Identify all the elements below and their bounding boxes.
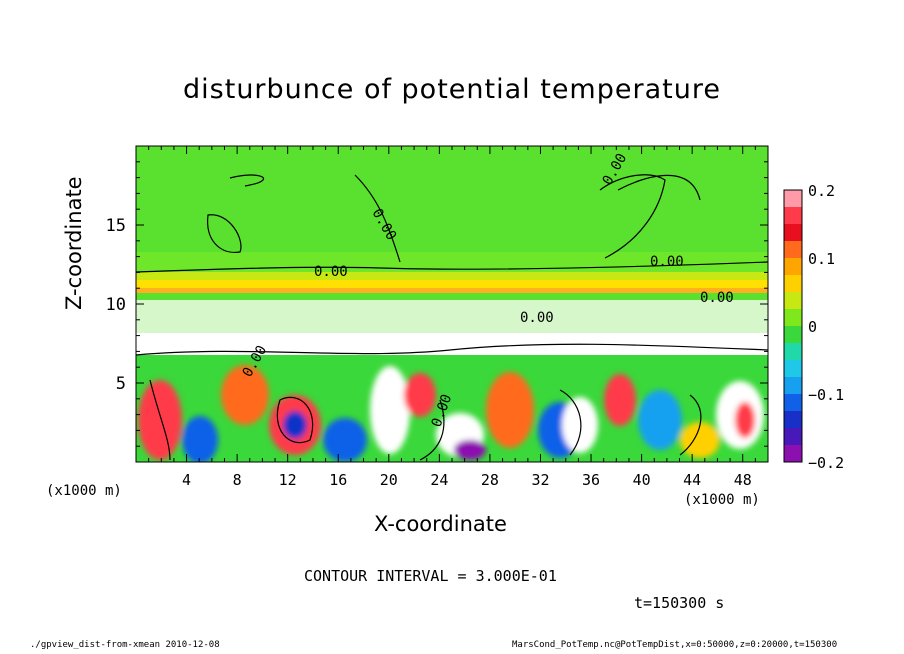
x-tick-label: 8 <box>233 471 242 489</box>
x-axis: 4 8 12 16 20 24 28 32 36 40 44 48 <box>148 146 756 489</box>
colorbar-swatch <box>784 309 802 327</box>
x-tick-label: 36 <box>582 471 600 489</box>
contour-label: 0.00 <box>650 254 684 270</box>
x-tick-label: 16 <box>329 471 347 489</box>
x-tick-label: 48 <box>734 471 752 489</box>
colorbar-swatch <box>784 292 802 310</box>
colorbar-swatch <box>784 377 802 395</box>
chart-title: disturbunce of potential temperature <box>183 74 721 105</box>
field-yellow-band-1 <box>136 272 768 280</box>
colorbar-swatch <box>784 428 802 446</box>
colorbar-swatch <box>784 258 802 276</box>
colorbar-frame <box>783 189 803 463</box>
colorbar: 0.2 0.1 0 −0.1 −0.2 <box>783 182 844 472</box>
colorbar-swatch <box>784 360 802 378</box>
colorbar-swatch <box>784 326 802 344</box>
colorbar-tick-label: −0.1 <box>808 386 844 404</box>
contour-label: 0.00 <box>700 290 734 306</box>
colorbar-swatch <box>784 275 802 293</box>
x-tick-label: 20 <box>380 471 398 489</box>
x-axis-label: X-coordinate <box>374 512 507 536</box>
colorbar-tick-label: −0.2 <box>808 454 844 472</box>
colorbar-swatch <box>784 411 802 429</box>
y-tick-label: 10 <box>106 295 126 315</box>
y-tick-label: 15 <box>106 216 126 236</box>
convective-blobs <box>138 365 764 462</box>
contour-label: 0.00 <box>314 264 348 280</box>
colorbar-tick-label: 0 <box>808 318 817 336</box>
colorbar-swatch <box>784 224 802 242</box>
x-tick-label: 40 <box>633 471 651 489</box>
x-tick-label: 32 <box>531 471 549 489</box>
x-unit-left: (x1000 m) <box>46 483 122 499</box>
colorbar-swatch <box>784 241 802 259</box>
colorbar-swatch <box>784 343 802 361</box>
time-text: t=150300 s <box>634 594 725 612</box>
x-tick-label: 4 <box>182 471 191 489</box>
y-axis: 5 10 15 <box>106 161 768 447</box>
contour-interval-text: CONTOUR INTERVAL = 3.000E-01 <box>304 567 557 585</box>
field-upper-green <box>136 146 768 268</box>
heatmap-field <box>136 146 768 462</box>
field-yellow-band-2 <box>136 280 768 288</box>
contour-lines <box>136 174 768 461</box>
colorbar-tick-label: 0.1 <box>808 250 835 268</box>
colorbar-swatch <box>784 394 802 412</box>
colorbar-tick-label: 0.2 <box>808 182 835 200</box>
colorbar-swatch <box>784 190 802 208</box>
colorbar-swatch <box>784 207 802 225</box>
contour-label: 0.00 <box>520 310 554 326</box>
x-tick-label: 28 <box>481 471 499 489</box>
x-tick-label: 44 <box>683 471 701 489</box>
x-tick-label: 12 <box>279 471 297 489</box>
footer-right: MarsCond_PotTemp.nc@PotTempDist,x=0:5000… <box>512 640 838 650</box>
x-tick-label: 24 <box>430 471 448 489</box>
x-unit-right: (x1000 m) <box>684 492 760 508</box>
colorbar-swatch <box>784 445 802 463</box>
y-tick-label: 5 <box>116 374 126 394</box>
footer-left: ./gpview_dist-from-xmean 2010-12-08 <box>30 640 220 650</box>
field-orange-band <box>136 288 768 293</box>
y-axis-label: Z-coordinate <box>62 176 86 310</box>
